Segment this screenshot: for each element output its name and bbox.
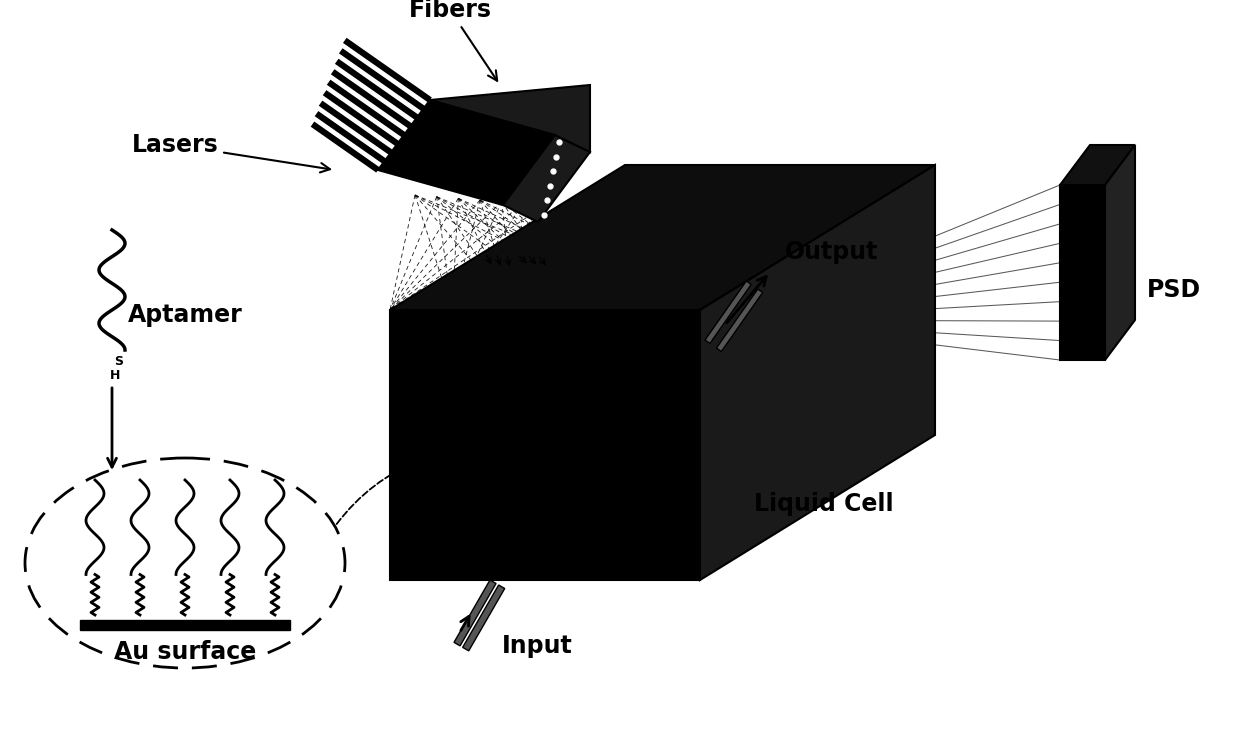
Polygon shape — [1060, 185, 1105, 360]
Polygon shape — [391, 165, 935, 310]
Polygon shape — [1060, 145, 1135, 185]
Polygon shape — [430, 85, 590, 152]
Polygon shape — [81, 620, 290, 630]
Polygon shape — [463, 585, 505, 651]
Polygon shape — [701, 165, 935, 580]
Text: PSD: PSD — [1147, 278, 1202, 302]
Text: Au surface: Au surface — [114, 640, 257, 664]
Text: H: H — [110, 369, 120, 382]
Text: Liquid Cell: Liquid Cell — [754, 493, 894, 516]
Polygon shape — [378, 100, 556, 205]
Text: Input: Input — [502, 634, 573, 658]
Polygon shape — [1105, 145, 1135, 360]
Polygon shape — [391, 310, 701, 580]
Text: S: S — [114, 355, 123, 368]
Polygon shape — [454, 580, 496, 646]
Text: Lasers: Lasers — [131, 133, 330, 172]
Text: Fibers: Fibers — [408, 0, 497, 81]
Polygon shape — [503, 135, 590, 222]
Polygon shape — [706, 281, 751, 343]
Text: Aptamer: Aptamer — [128, 303, 242, 327]
Polygon shape — [717, 289, 763, 351]
Text: Output: Output — [785, 240, 878, 264]
